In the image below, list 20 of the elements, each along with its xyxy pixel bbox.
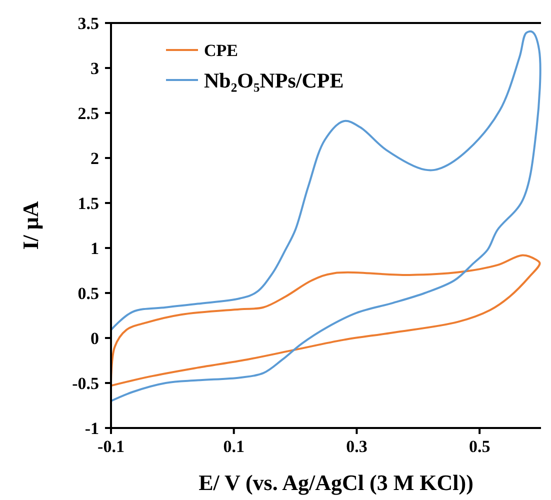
y-tick-label: 3 [90,58,99,78]
y-tick-label: -0.5 [72,374,99,393]
legend-label: Nb₂O₅NPs/CPE [204,68,344,92]
x-tick-label: 0.3 [346,437,368,456]
y-tick-label: 1 [90,238,99,258]
y-tick-label: 0.5 [78,284,99,303]
x-tick-label: -0.1 [98,437,124,456]
y-tick-label: 2.5 [78,104,99,123]
y-tick-label: 2 [90,148,99,168]
y-tick-label: 0 [90,328,99,348]
y-tick-label: -1 [84,418,99,438]
y-tick-label: 1.5 [78,194,99,213]
legend-label: CPE [204,40,238,60]
x-tick-label: 0.1 [223,437,244,456]
y-tick-label: 3.5 [78,14,99,33]
line-series [110,254,541,387]
x-axis-title: E/ V (vs. Ag/AgCl (3 M KCl)) [198,470,474,495]
line-series [110,31,542,402]
x-tick-label: 0.5 [468,437,490,456]
y-axis-title: I/ μA [18,201,43,250]
